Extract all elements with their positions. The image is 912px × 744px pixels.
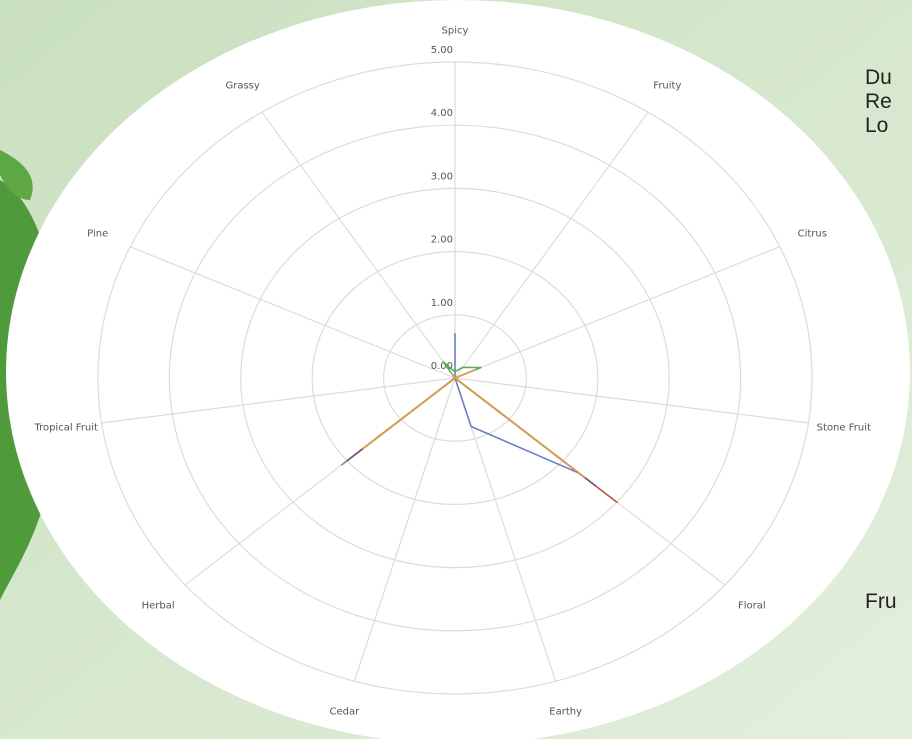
side-text-line: Lo xyxy=(865,114,888,137)
side-text-line: Du xyxy=(865,66,892,89)
category-label: Spicy xyxy=(442,25,469,36)
spoke xyxy=(353,377,456,682)
spoke xyxy=(129,246,456,379)
category-label: Tropical Fruit xyxy=(33,422,98,433)
y-tick-label: 4.00 xyxy=(431,108,453,119)
y-tick-label: 3.00 xyxy=(431,171,453,182)
spoke xyxy=(101,377,456,424)
y-tick-label: 5.00 xyxy=(431,45,453,56)
category-label: Earthy xyxy=(549,707,582,718)
series-line xyxy=(362,369,586,479)
category-label: Herbal xyxy=(142,601,175,612)
category-label: Pine xyxy=(87,229,108,240)
y-tick-label: 2.00 xyxy=(431,235,453,246)
spoke xyxy=(454,111,649,379)
spoke xyxy=(454,377,557,682)
category-label: Stone Fruit xyxy=(817,422,871,433)
category-label: Cedar xyxy=(329,707,360,718)
y-tick-label: 0.00 xyxy=(431,361,453,372)
spoke xyxy=(454,377,809,424)
chart-backdrop xyxy=(6,0,910,744)
side-text-line: Fru xyxy=(865,590,897,613)
y-tick-label: 1.00 xyxy=(431,298,453,309)
radar-chart: Spicy Fruity Citrus Stone Fruit Floral Earthy… xyxy=(33,25,871,717)
spoke xyxy=(454,246,781,379)
side-text-line: Re xyxy=(865,90,892,113)
category-label: Citrus xyxy=(798,229,827,240)
category-label: Floral xyxy=(738,601,766,612)
category-label: Fruity xyxy=(653,81,681,92)
spoke xyxy=(261,111,456,379)
category-label: Grassy xyxy=(225,81,259,92)
